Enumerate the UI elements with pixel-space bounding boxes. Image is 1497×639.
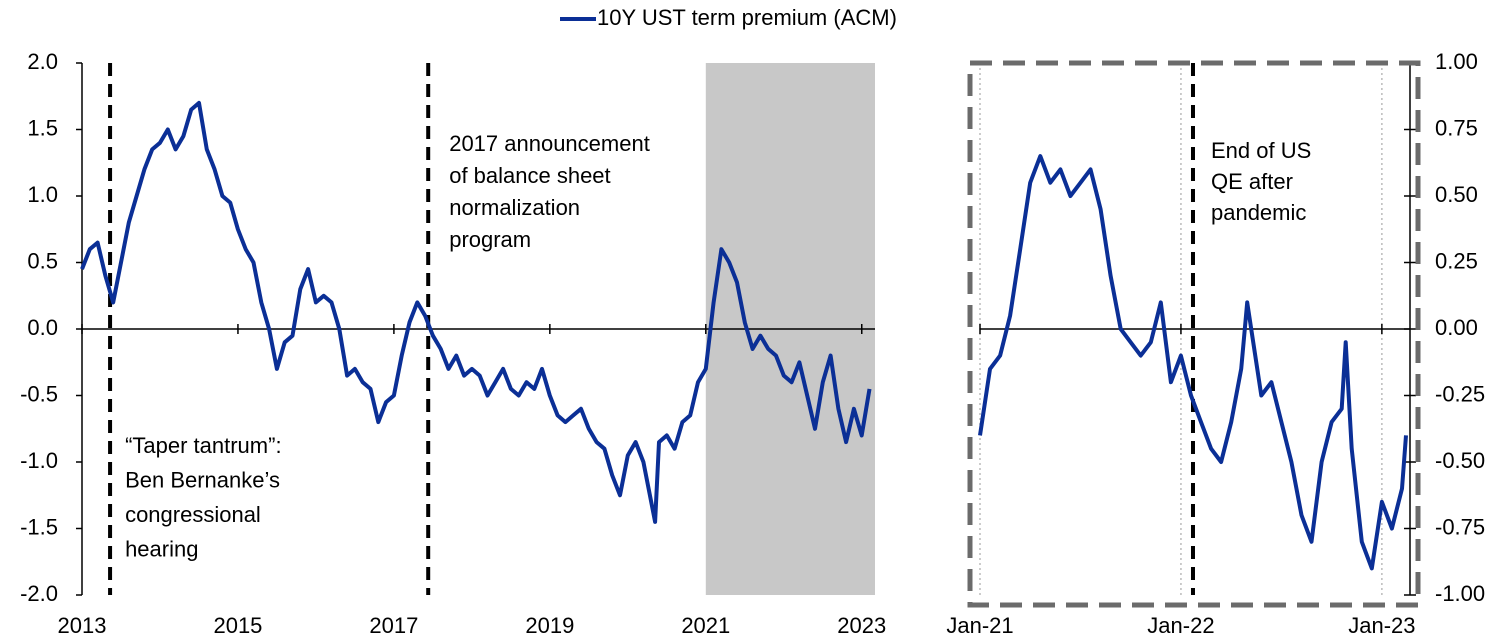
- annotation: hearing: [125, 536, 198, 561]
- x-tick-label: 2013: [58, 613, 107, 638]
- x-tick-label: 2021: [681, 613, 730, 638]
- x-tick-label: Jan-23: [1348, 613, 1415, 638]
- y-tick-label: -0.75: [1435, 514, 1485, 539]
- y-tick-label: -0.25: [1435, 381, 1485, 406]
- y-tick-label: -1.0: [20, 448, 58, 473]
- annotation: normalization: [449, 195, 580, 220]
- annotation: congressional: [125, 502, 261, 527]
- y-tick-label: 0.0: [27, 315, 58, 340]
- annotation: pandemic: [1211, 200, 1306, 225]
- y-tick-label: 1.5: [27, 115, 58, 140]
- y-tick-label: 0.00: [1435, 315, 1478, 340]
- x-tick-label: 2023: [837, 613, 886, 638]
- x-tick-label: 2015: [213, 613, 262, 638]
- y-tick-label: 0.50: [1435, 182, 1478, 207]
- annotation: program: [449, 227, 531, 252]
- x-tick-label: Jan-22: [1147, 613, 1214, 638]
- annotation: Ben Bernanke’s: [125, 467, 280, 492]
- dashed-frame: [967, 60, 1421, 608]
- y-tick-label: 1.0: [27, 182, 58, 207]
- x-tick-label: Jan-21: [946, 613, 1013, 638]
- y-tick-label: -0.5: [20, 381, 58, 406]
- y-tick-label: -1.00: [1435, 581, 1485, 606]
- y-tick-label: 0.25: [1435, 248, 1478, 273]
- y-tick-label: 2.0: [27, 49, 58, 74]
- y-tick-label: 0.75: [1435, 115, 1478, 140]
- annotation: End of US: [1211, 138, 1311, 163]
- series-line: [80, 100, 872, 524]
- y-tick-label: 1.00: [1435, 49, 1478, 74]
- x-tick-label: 2019: [525, 613, 574, 638]
- series-line: [978, 154, 1408, 571]
- annotation: 2017 announcement: [449, 131, 650, 156]
- x-tick-label: 2017: [369, 613, 418, 638]
- legend-label: 10Y UST term premium (ACM): [597, 5, 897, 30]
- annotation: QE after: [1211, 169, 1293, 194]
- annotation: of balance sheet: [449, 163, 610, 188]
- y-tick-label: -0.50: [1435, 448, 1485, 473]
- y-tick-label: -1.5: [20, 514, 58, 539]
- y-tick-label: -2.0: [20, 581, 58, 606]
- y-tick-label: 0.5: [27, 248, 58, 273]
- annotation: “Taper tantrum”:: [125, 433, 282, 458]
